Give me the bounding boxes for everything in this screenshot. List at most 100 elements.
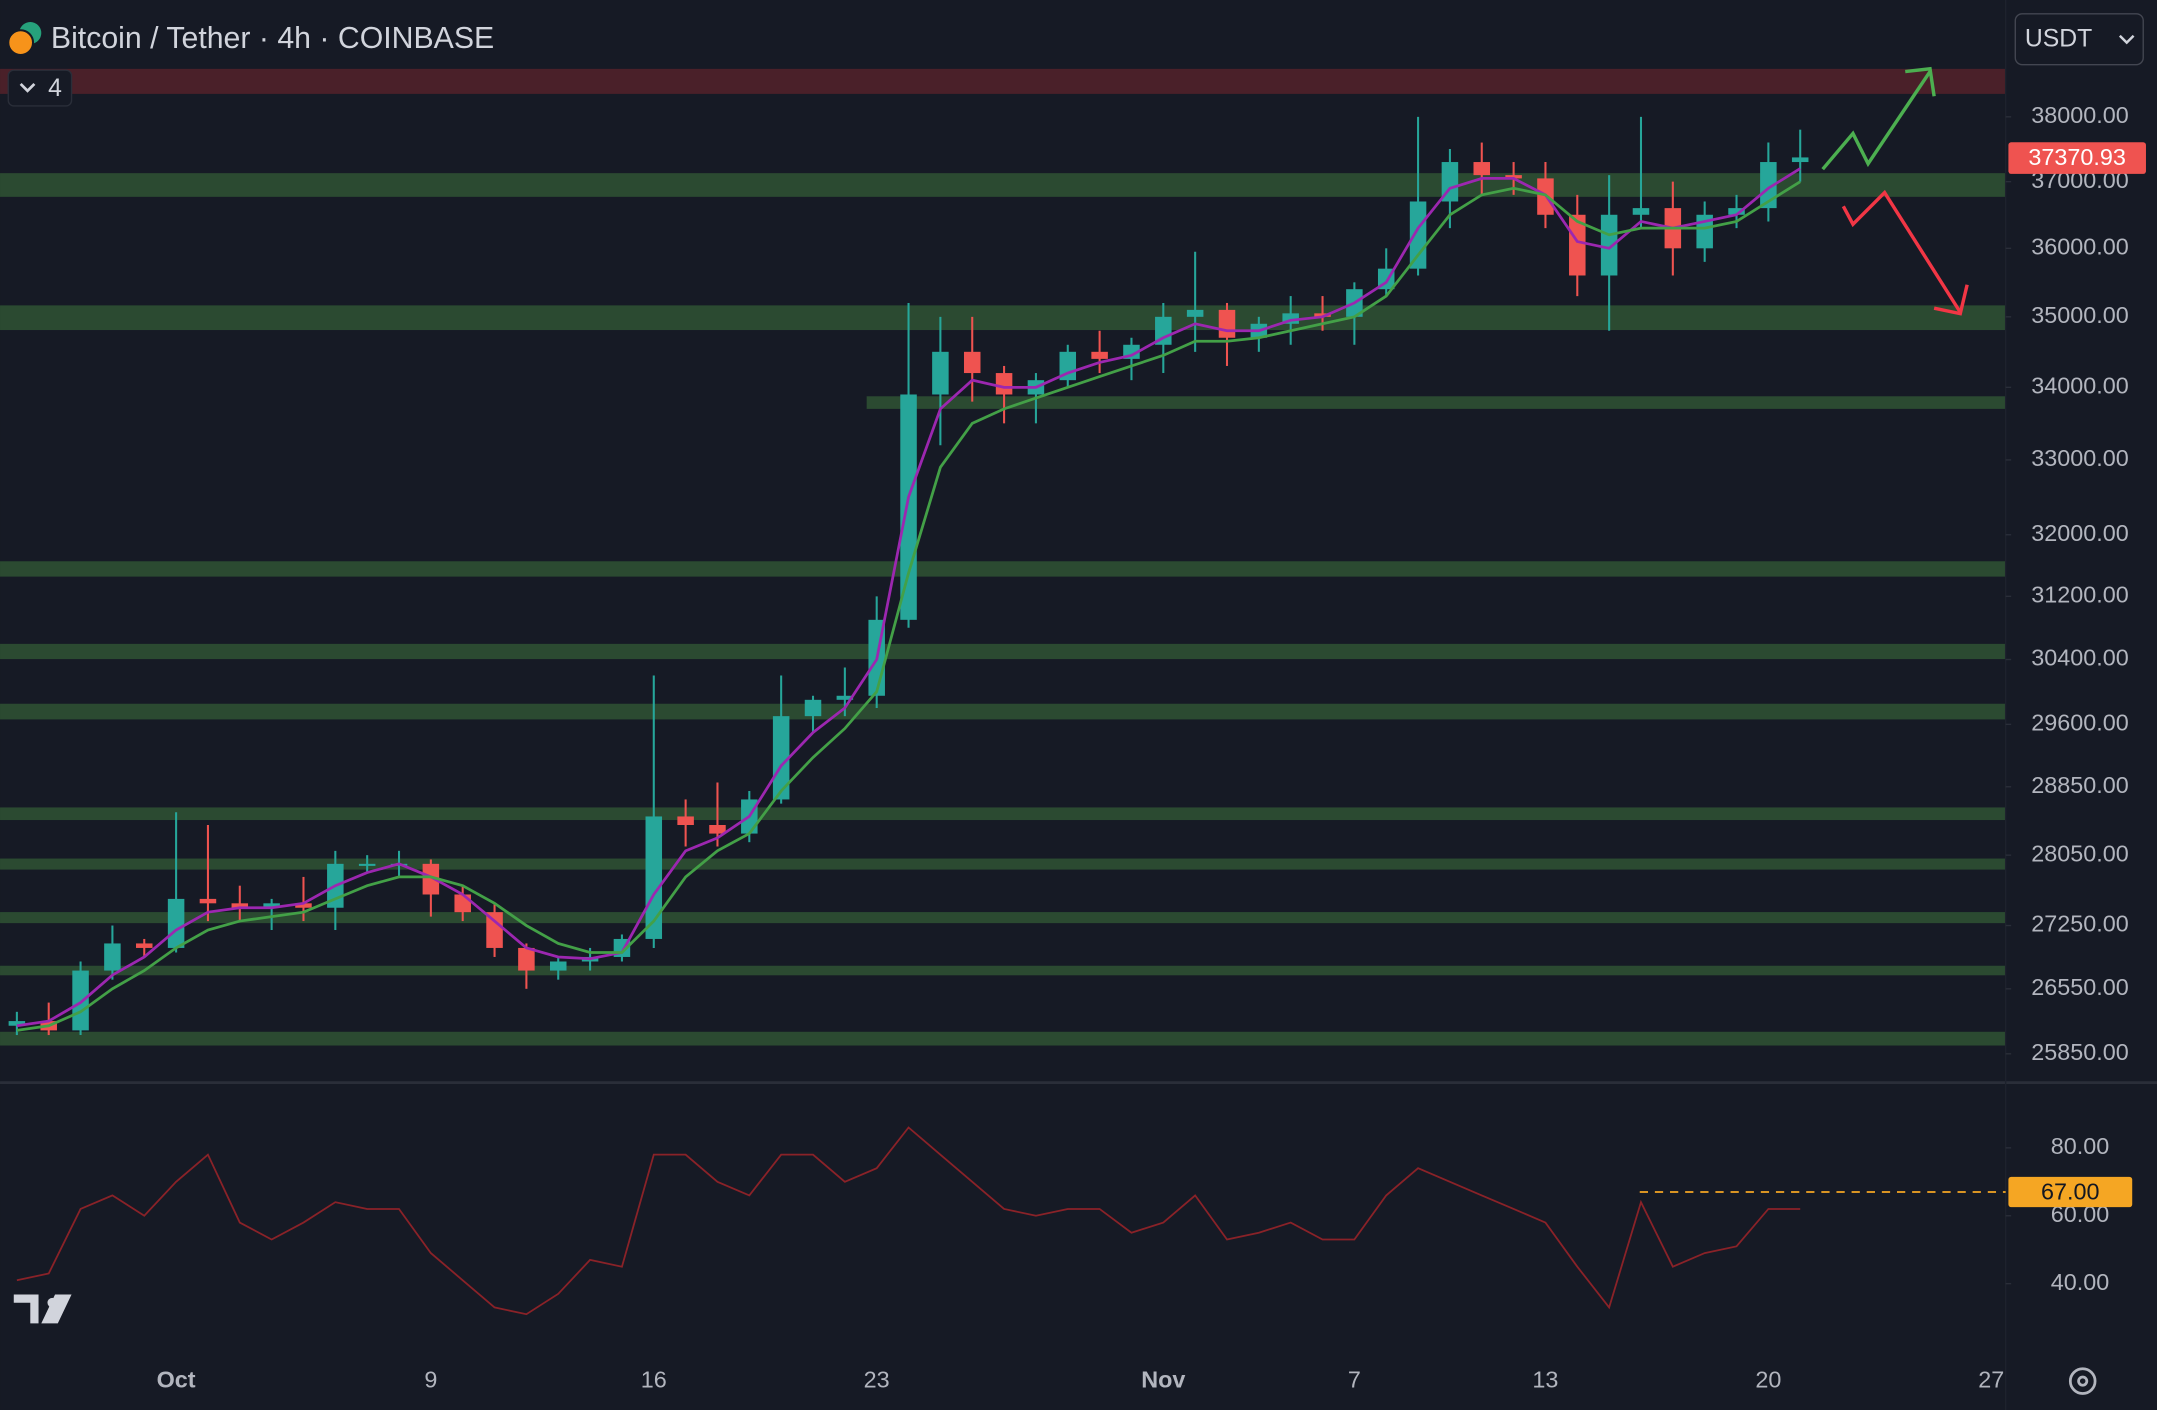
candle-body [1155,316,1172,345]
zone [0,68,2006,94]
zone [0,965,2006,976]
bitcoin-icon [7,29,35,57]
candle-body [1282,313,1299,324]
x-tick-label: 13 [1532,1366,1558,1392]
candle-body [1600,214,1618,276]
bearish-arrow [1841,189,1962,314]
rsi-level-label: 67.00 [2041,1179,2100,1205]
y-tick-label: 30400.00 [2031,645,2129,671]
y-tick-label: 32000.00 [2031,520,2129,546]
candle-body [422,863,440,895]
candle-body [549,961,567,971]
y-tick-label: 40.00 [2051,1269,2110,1295]
candle-body [486,912,503,948]
symbol-title: Bitcoin / Tether · 4h · COINBASE [51,22,494,55]
currency-label: USDT [2025,25,2092,52]
rsi-level-box [2008,1176,2133,1208]
y-tick-label: 26550.00 [2031,974,2129,1000]
bullish-arrow-head [1905,66,1936,97]
candle-body [836,695,854,700]
indicator-count: 4 [48,75,62,102]
zones [0,68,2006,1046]
candle-body [932,351,949,395]
y-tick-label: 38000.00 [2031,102,2129,128]
candle-body [295,903,312,908]
candle-body [963,351,981,374]
logo-dot [47,1297,58,1308]
zone [0,703,2006,720]
last-price-label: 37370.93 [2028,144,2126,170]
x-tick-label: 7 [1348,1366,1361,1392]
candle-body [231,903,249,908]
indicator-toggle[interactable] [7,69,73,107]
zone [0,807,2006,821]
zone [0,305,2006,331]
candle-body [1473,162,1491,176]
chevron-icon [2118,34,2135,45]
candle-body [263,903,280,908]
candle-body [8,1021,26,1026]
rsi-line [16,1126,1801,1316]
logo[interactable] [13,1294,72,1324]
candle-body [1760,162,1777,209]
y-tick-label: 25850.00 [2031,1039,2129,1065]
candle-body [900,394,917,620]
candle-body [1632,208,1650,215]
y-tick-label: 27250.00 [2031,911,2129,937]
x-tick-label: 16 [641,1366,667,1392]
y-tick-label: 28050.00 [2031,840,2129,866]
zone [0,173,2006,197]
y-tick-label: 35000.00 [2031,302,2129,328]
candle-body [1314,313,1331,317]
candle-body [1091,351,1108,359]
y-tick-label: 36000.00 [2031,233,2129,259]
candle-body [1186,309,1204,317]
zone [0,643,2006,660]
x-tick-label: Oct [157,1366,196,1392]
x-tick-label: 9 [424,1366,437,1392]
candle-body [454,894,471,913]
candle-body [1505,175,1522,179]
zone [0,561,2006,577]
currency-select[interactable] [2014,13,2144,66]
settings-icon[interactable] [2068,1367,2097,1395]
candle-body [1791,157,1809,163]
y-tick-label: 34000.00 [2031,372,2129,398]
settings-icon-center [2077,1375,2089,1387]
candle-body [772,716,790,800]
y-tick-label: 33000.00 [2031,445,2129,471]
candle-body [1569,214,1586,276]
candle-body [1409,201,1427,269]
candle-body [136,943,153,948]
last-price-box [2008,142,2146,174]
zone [0,858,2006,870]
zone [0,1031,2006,1046]
bearish-arrow-head [1933,284,1969,316]
moving-average [16,180,1801,1032]
y-tick-label: 29600.00 [2031,710,2129,736]
candle-body [1218,309,1236,338]
x-tick-label: 20 [1755,1366,1781,1392]
candle-body [167,898,185,948]
candle-body [677,816,694,825]
candle-body [72,970,89,1031]
candle-body [104,943,121,971]
y-tick-label: 28850.00 [2031,772,2129,798]
x-tick-label: 27 [1978,1366,2004,1392]
y-tick-label: 31200.00 [2031,581,2129,607]
x-tick-label: 23 [864,1366,890,1392]
bullish-arrow [1821,70,1932,171]
chevron-icon [19,82,36,93]
candle-body [995,373,1013,395]
zone [0,912,2006,924]
candle-body [804,699,822,717]
candle-body [518,947,535,971]
marks [8,116,1809,1316]
x-tick-label: Nov [1141,1366,1185,1392]
candle-body [358,863,376,866]
y-tick-label: 80.00 [2051,1133,2110,1159]
moving-average [16,167,1801,1028]
candle-body [199,898,217,904]
